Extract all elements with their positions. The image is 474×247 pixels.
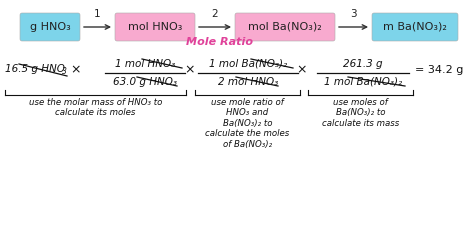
Text: 1 mol HNO₃: 1 mol HNO₃ [115, 59, 175, 69]
Text: 1 mol Ba(NO₃)₂: 1 mol Ba(NO₃)₂ [324, 77, 402, 87]
Text: 2: 2 [212, 9, 219, 19]
FancyBboxPatch shape [115, 13, 195, 41]
Text: 16.5 g HNO: 16.5 g HNO [5, 64, 65, 74]
Text: use the molar mass of HNO₃ to
calculate its moles: use the molar mass of HNO₃ to calculate … [29, 98, 162, 117]
Text: 3: 3 [62, 67, 67, 77]
Text: 261.3 g: 261.3 g [343, 59, 383, 69]
Text: ×: × [185, 63, 195, 77]
Text: Mole Ratio: Mole Ratio [186, 37, 254, 47]
Text: 1 mol Ba(NO₃)₂: 1 mol Ba(NO₃)₂ [209, 59, 287, 69]
FancyBboxPatch shape [372, 13, 458, 41]
Text: m Ba(NO₃)₂: m Ba(NO₃)₂ [383, 22, 447, 32]
Text: g HNO₃: g HNO₃ [29, 22, 70, 32]
Text: = 34.2 g: = 34.2 g [415, 65, 464, 75]
Text: ×: × [70, 63, 81, 77]
Text: use moles of
Ba(NO₃)₂ to
calculate its mass: use moles of Ba(NO₃)₂ to calculate its m… [322, 98, 399, 128]
Text: mol HNO₃: mol HNO₃ [128, 22, 182, 32]
Text: mol Ba(NO₃)₂: mol Ba(NO₃)₂ [248, 22, 322, 32]
Text: ×: × [297, 63, 307, 77]
Text: use mole ratio of
HNO₃ and
Ba(NO₃)₂ to
calculate the moles
of Ba(NO₃)₂: use mole ratio of HNO₃ and Ba(NO₃)₂ to c… [205, 98, 290, 149]
Text: 2 mol HNO₃: 2 mol HNO₃ [218, 77, 278, 87]
FancyBboxPatch shape [235, 13, 335, 41]
Text: 63.0 g HNO₃: 63.0 g HNO₃ [113, 77, 177, 87]
FancyBboxPatch shape [20, 13, 80, 41]
Text: 1: 1 [94, 9, 101, 19]
Text: 3: 3 [350, 9, 357, 19]
